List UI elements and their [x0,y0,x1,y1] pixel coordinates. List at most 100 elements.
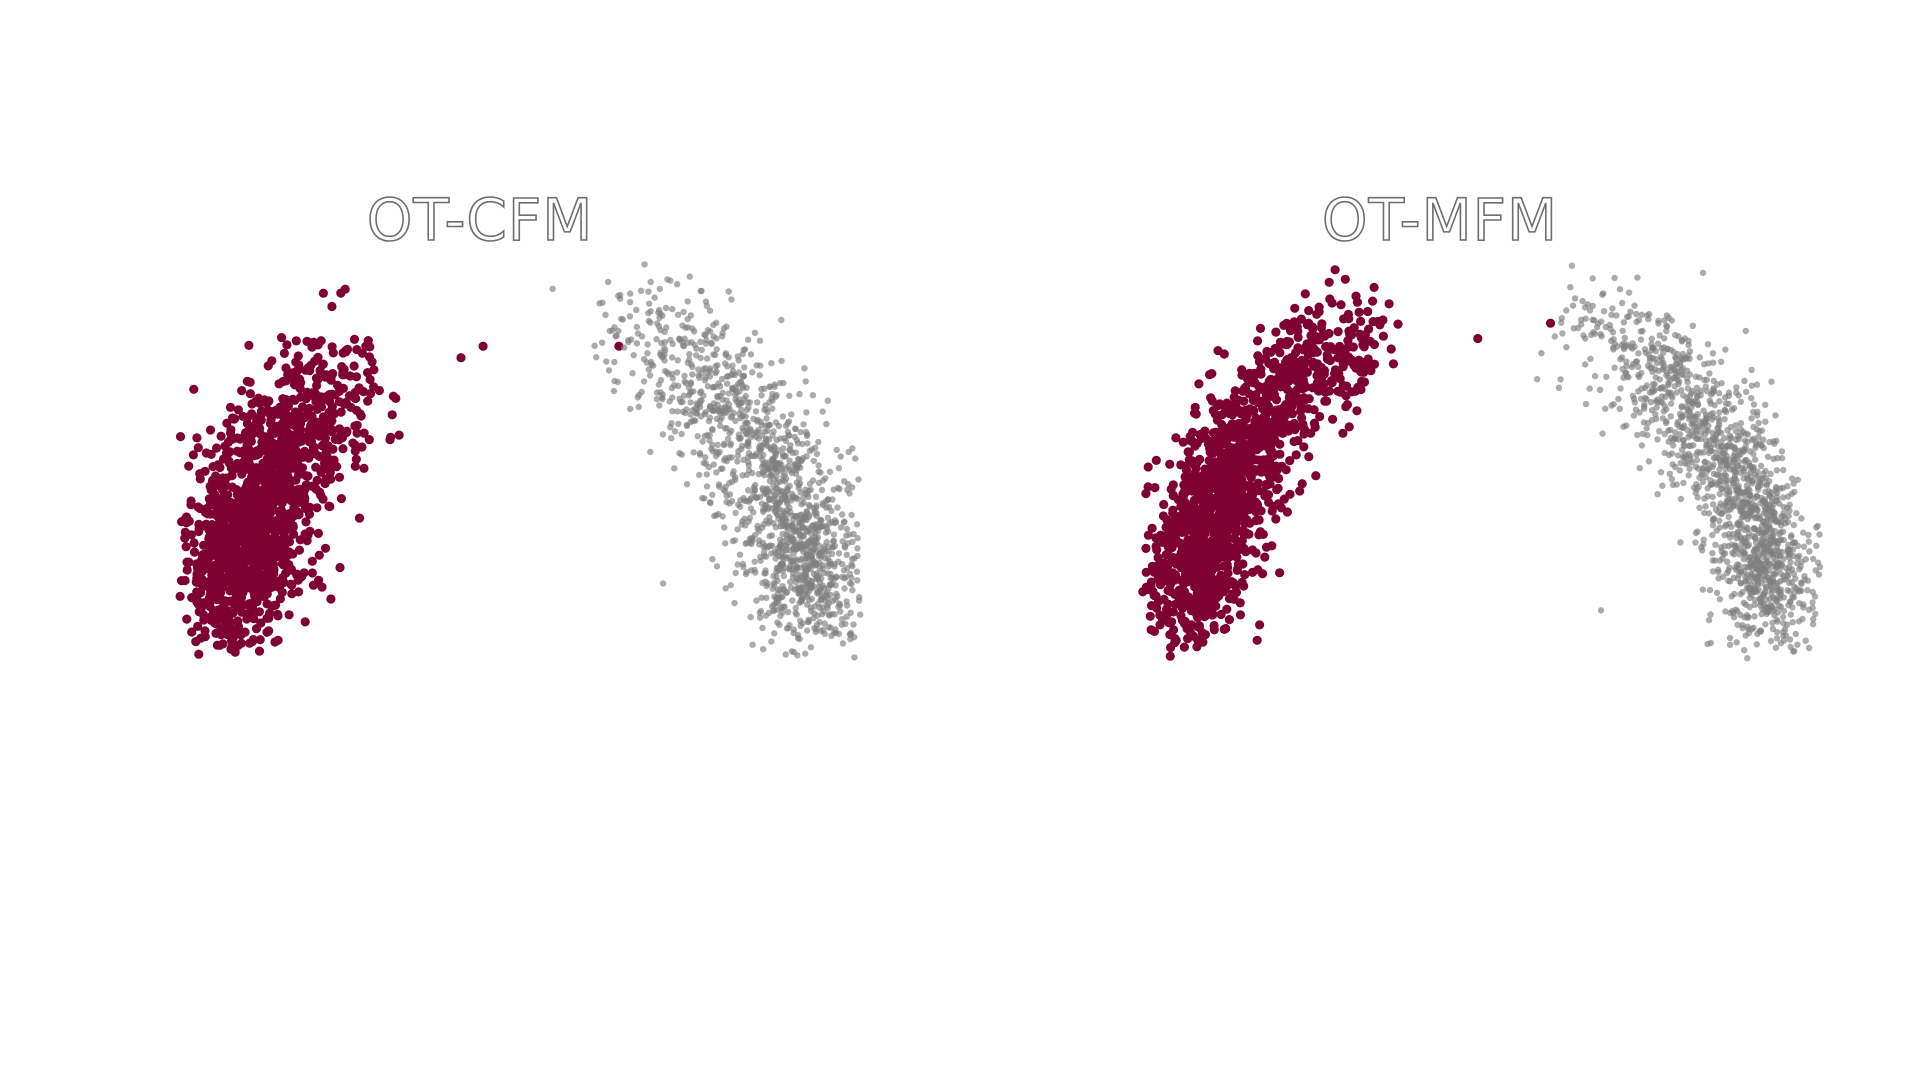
scatter-point [254,646,265,656]
scatter-point [786,565,793,573]
scatter-point [1191,409,1201,419]
scatter-point [350,461,360,471]
scatter-point [1275,462,1285,472]
scatter-point [728,296,735,303]
scatter-point [1271,514,1281,524]
scatter-point [1373,316,1383,327]
scatter-point [803,409,810,416]
scatter-point [284,564,294,574]
scatter-point [709,491,716,498]
scatter-point [674,408,681,415]
panel-title: OT-CFM [366,186,594,254]
scatter-point [1748,394,1755,402]
scatter-point [848,574,855,582]
scatter-point [294,437,304,447]
scatter-point [326,371,336,382]
scatter-point [1260,552,1270,562]
scatter-point [1229,533,1239,543]
scatter-point [1255,323,1266,333]
scatter-point [1725,513,1732,520]
scatter-point [708,445,715,452]
scatter-point [1223,553,1233,563]
scatter-point [270,408,280,418]
scatter-point [1222,510,1233,520]
scatter-point [326,594,336,604]
scatter-point [812,444,819,451]
scatter-point [1146,625,1156,635]
scatter-point [1368,296,1378,306]
scatter-point [349,361,359,371]
scatter-point [679,398,686,406]
scatter-point [317,441,327,451]
scatter-point [806,503,813,510]
scatter-point [1168,505,1178,515]
scatter-point [273,421,283,432]
scatter-point [1654,491,1661,498]
scatter-point [756,372,763,379]
scatter-point [710,461,717,468]
scatter-point [1282,355,1292,365]
scatter-point [694,433,701,440]
scatter-point [777,536,784,543]
scatter-point [195,503,205,514]
scatter-point [312,475,322,486]
scatter-point [230,568,240,578]
scatter-point [719,375,726,383]
scatter-point [650,362,657,369]
scatter-point [1753,641,1760,648]
scatter-point [1716,466,1723,473]
scatter-point [674,311,682,318]
scatter-point [1320,396,1330,406]
scatter-point [1300,289,1310,299]
scatter-point [204,593,214,603]
scatter-point [815,438,822,446]
scatter-point [760,544,767,551]
scatter-point [1248,378,1258,388]
scatter-point [318,359,328,370]
scatter-point [680,342,687,349]
scatter-point [1289,436,1299,447]
scatter-point [773,473,780,480]
scatter-point [704,355,711,362]
scatter-point [790,545,797,552]
scatter-point [1275,348,1285,358]
scatter-point [254,475,264,485]
scatter-point [1742,327,1749,335]
scatter-point [1645,458,1653,465]
scatter-point [342,426,352,436]
scatter-point [765,436,773,443]
scatter-point [635,403,642,411]
scatter-point [782,651,789,658]
scatter-point [752,408,760,415]
scatter-point [656,285,663,293]
scatter-point [363,368,373,378]
scatter-point [276,505,286,515]
scatter-point [773,436,780,444]
scatter-point [1815,559,1822,566]
scatter-point [1281,370,1291,381]
scatter-point [193,621,203,632]
scatter-point [675,420,682,428]
scatter-point [802,650,809,657]
scatter-point [1295,486,1305,496]
scatter-point [1253,351,1263,361]
scatter-point [359,463,369,473]
scatter-point [293,351,303,361]
scatter-point [225,533,235,543]
scatter-point [225,428,236,438]
scatter-point [785,432,792,439]
scatter-point [635,391,643,399]
scatter-point [726,479,733,487]
scatter-point [1207,369,1217,379]
scatter-point [1265,479,1275,489]
scatter-point [772,504,779,511]
scatter-point [637,287,645,294]
scatter-point [769,542,776,550]
scatter-point [795,462,802,469]
scatter-point [326,474,336,484]
scatter-point [267,356,277,366]
scatter-point [290,510,300,520]
scatter-point [333,380,343,390]
scatter-point [813,450,821,458]
scatter-point [1663,327,1670,335]
